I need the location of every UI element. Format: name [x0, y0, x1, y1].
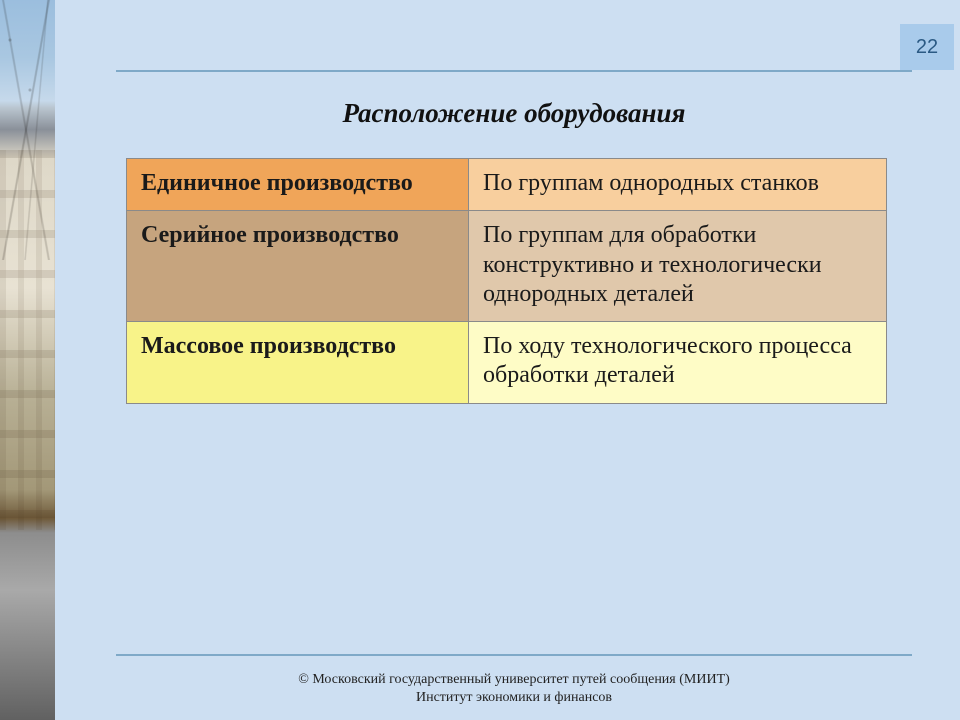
rule-bottom [116, 654, 912, 656]
equipment-layout-table: Единичное производство По группам одноро… [126, 158, 887, 404]
footer-line-1: © Московский государственный университет… [116, 671, 912, 689]
cell-right: По ходу технологического процесса обрабо… [469, 322, 887, 404]
cell-right: По группам однородных станков [469, 159, 887, 211]
footer: © Московский государственный университет… [116, 671, 912, 706]
footer-line-2: Институт экономики и финансов [116, 689, 912, 707]
slide-title: Расположение оборудования [116, 98, 912, 129]
table-row: Массовое производство По ходу технологич… [127, 322, 887, 404]
cell-left: Единичное производство [127, 159, 469, 211]
cell-right: По группам для обработки конструктивно и… [469, 211, 887, 322]
table-row: Серийное производство По группам для обр… [127, 211, 887, 322]
page-number: 22 [900, 24, 954, 70]
rule-top [116, 70, 912, 72]
cell-left: Массовое производство [127, 322, 469, 404]
slide: 22 Расположение оборудования Единичное п… [0, 0, 960, 720]
cell-left: Серийное производство [127, 211, 469, 322]
left-photo-strip [0, 0, 55, 720]
table-row: Единичное производство По группам одноро… [127, 159, 887, 211]
